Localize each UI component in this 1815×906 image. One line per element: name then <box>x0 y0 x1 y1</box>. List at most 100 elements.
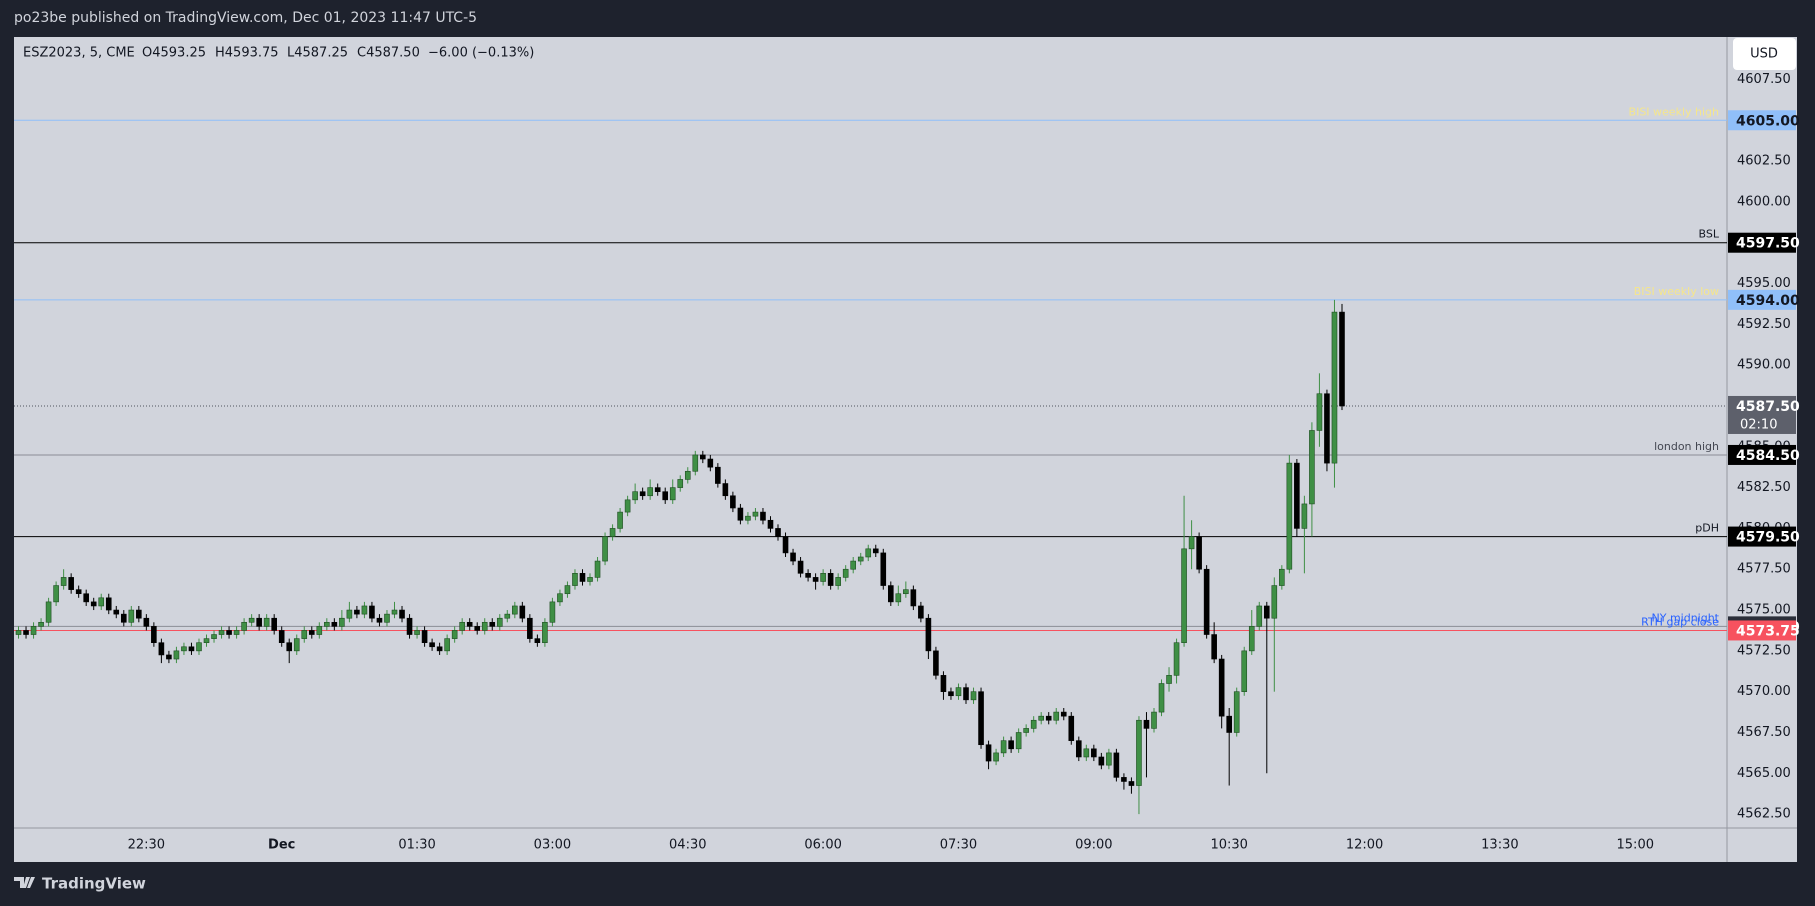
candle-body <box>888 585 894 603</box>
candle-body <box>1128 781 1135 786</box>
footer-brand[interactable]: TradingView <box>14 875 146 893</box>
candle-body <box>481 621 488 631</box>
level-label: RTH gap close <box>1641 615 1719 628</box>
candle-body <box>669 487 676 501</box>
y-tick-label: 4562.50 <box>1737 807 1791 822</box>
candle-body <box>474 626 481 631</box>
candle-body <box>527 617 533 639</box>
brand-name[interactable]: TradingView <box>42 875 146 893</box>
candle-body <box>1151 711 1157 729</box>
plot-area: BISI weekly high BSL BISI weekly low london… <box>14 105 1727 815</box>
candle-body <box>745 515 751 521</box>
currency-label[interactable]: USD <box>1750 47 1778 62</box>
candle-body <box>1023 728 1029 733</box>
candle-body <box>301 630 308 639</box>
bar-countdown: 02:10 <box>1740 417 1777 432</box>
candle-body <box>624 499 631 513</box>
candle-body <box>1226 715 1232 733</box>
candle-body <box>549 601 556 623</box>
candle-body <box>1083 748 1090 758</box>
candle-body <box>700 454 706 460</box>
candle-body <box>760 511 766 521</box>
candle-body <box>985 744 992 762</box>
candle-body <box>316 626 323 635</box>
level-badge: 4605.00 <box>1736 113 1800 129</box>
candle-body <box>459 621 465 631</box>
candle-body <box>120 613 127 623</box>
candle-body <box>1188 536 1195 550</box>
symbol-title: ESZ2023, 5, CME <box>23 46 135 61</box>
candle-body <box>662 491 669 501</box>
candle-body <box>1248 626 1255 652</box>
x-tick-label: 15:00 <box>1617 838 1654 853</box>
candle-body <box>38 621 44 627</box>
last-price-badge-bg <box>1728 395 1796 434</box>
currency-button[interactable]: USD <box>1733 38 1796 70</box>
candle-body <box>557 593 563 603</box>
candle-body <box>211 634 217 639</box>
candle-body <box>1136 719 1142 786</box>
candle-body <box>286 642 293 652</box>
candle-body <box>391 609 398 615</box>
candle-body <box>1331 311 1338 464</box>
candle-body <box>1098 756 1105 766</box>
candle-body <box>15 630 22 635</box>
level-badge-bg <box>1728 110 1796 131</box>
candle-body <box>850 560 857 570</box>
candle-body <box>1316 393 1323 431</box>
candle-body <box>233 630 240 635</box>
y-tick-label: 4607.50 <box>1737 72 1791 87</box>
candle-body <box>143 617 150 627</box>
level-badge-bg <box>1728 289 1796 310</box>
candle-body <box>1256 605 1263 627</box>
candle-body <box>203 638 210 643</box>
candle-body <box>1030 719 1037 729</box>
candle-body <box>218 630 225 635</box>
candle-body <box>278 630 285 643</box>
candle-body <box>83 593 89 603</box>
candle-body <box>226 630 232 635</box>
x-tick-label: 12:00 <box>1346 838 1383 853</box>
level-badge: 4584.50 <box>1736 448 1800 464</box>
candle-body <box>707 458 714 468</box>
candle-body <box>1166 675 1172 684</box>
level-label: pDH <box>1695 522 1719 535</box>
x-tick-label: 03:00 <box>534 838 571 853</box>
y-tick-label: 4595.00 <box>1737 276 1791 291</box>
candle-body <box>339 617 345 627</box>
candle-body <box>963 687 969 701</box>
y-tick-label: 4602.50 <box>1737 154 1791 169</box>
candle-body <box>158 642 165 656</box>
candle-body <box>782 536 789 554</box>
candle-body <box>737 507 744 521</box>
candle-body <box>241 621 247 631</box>
currency-button-bg[interactable] <box>1733 38 1796 70</box>
candle-body <box>918 605 924 619</box>
brand-logo[interactable] <box>14 877 35 888</box>
candle-body <box>1113 752 1120 778</box>
y-tick-label: 4575.00 <box>1737 603 1791 618</box>
legend: ESZ2023, 5, CME O4593.25 H4593.75 L4587.… <box>23 46 534 61</box>
candle-body <box>75 589 82 595</box>
y-tick-label: 4590.00 <box>1737 358 1791 373</box>
candle-body <box>188 646 195 652</box>
candle-body <box>489 621 496 627</box>
candle-body <box>1211 634 1217 660</box>
y-tick-label: 4570.00 <box>1737 684 1791 699</box>
candle-body <box>579 573 586 582</box>
x-tick-label: 06:00 <box>804 838 841 853</box>
candle-body <box>308 630 315 635</box>
ohlc-open: O4593.25 <box>142 46 206 61</box>
candle-body <box>602 536 608 562</box>
candle-body <box>1324 393 1330 464</box>
candle-body <box>98 597 105 607</box>
candle-body <box>128 609 135 623</box>
candle-body <box>1233 691 1240 733</box>
x-tick-label: 04:30 <box>669 838 706 853</box>
candle-body <box>865 548 872 558</box>
candle-body <box>767 519 774 529</box>
candle-body <box>173 650 180 660</box>
candle-body <box>842 568 849 578</box>
candle-body <box>1053 711 1060 721</box>
